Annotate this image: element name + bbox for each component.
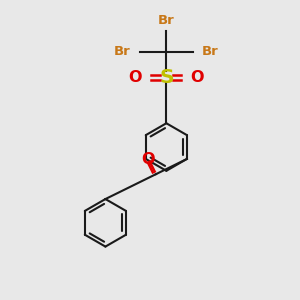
Text: S: S [159, 68, 174, 87]
Text: Br: Br [158, 14, 175, 27]
Text: Br: Br [114, 45, 131, 58]
Text: Br: Br [202, 45, 219, 58]
Text: O: O [191, 70, 204, 85]
Text: O: O [128, 70, 142, 85]
Text: O: O [141, 152, 155, 167]
